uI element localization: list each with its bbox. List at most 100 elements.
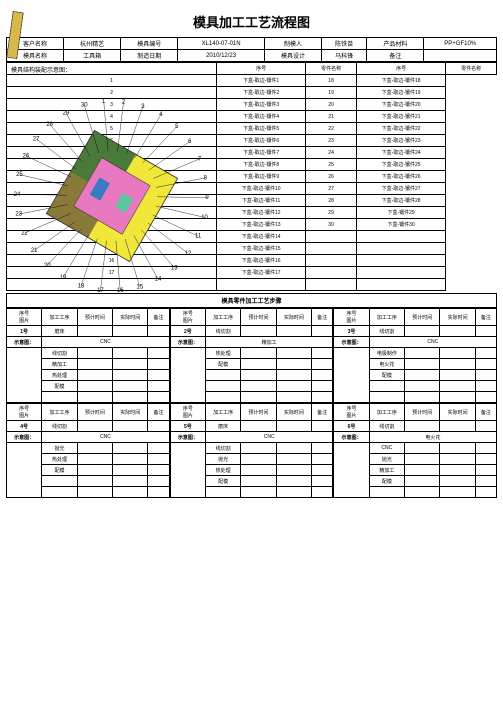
part-image xyxy=(170,348,205,403)
proc-hdr: 加工工序 xyxy=(369,404,404,421)
remark-lbl: 备注 xyxy=(367,50,424,62)
parts-name-hdr: 零件名称 xyxy=(306,63,357,75)
part-name xyxy=(356,279,445,291)
first-proc: 磨床 xyxy=(42,326,77,337)
svg-text:17: 17 xyxy=(97,288,104,294)
assembly-diagram: 1234567891011121314151617181920212223242… xyxy=(7,71,217,313)
svg-text:16: 16 xyxy=(117,288,124,294)
part-seq: 19 xyxy=(306,87,357,99)
part-image xyxy=(170,443,205,498)
material-val: PP+GF10% xyxy=(424,38,497,50)
first-proc: 线切割 xyxy=(369,326,404,337)
svg-text:3: 3 xyxy=(141,104,145,110)
svg-text:21: 21 xyxy=(31,248,38,254)
svg-text:27: 27 xyxy=(33,136,40,142)
design-val: 马科锋 xyxy=(322,50,367,62)
first-proc: 线切割 xyxy=(42,421,77,432)
process-step: 热处理 xyxy=(206,348,241,359)
svg-text:25: 25 xyxy=(16,172,23,178)
svg-text:6: 6 xyxy=(188,139,192,145)
part-name: 下盒-取边-镶件23 xyxy=(356,135,445,147)
svg-text:12: 12 xyxy=(185,251,192,257)
moldno-val: XL140-07-01N xyxy=(178,38,265,50)
est-hdr: 预计时间 xyxy=(405,309,440,326)
part-name: 下盒-取边-镶件26 xyxy=(356,171,445,183)
part-name: 下盒-取边-镶件11 xyxy=(217,195,306,207)
svg-text:14: 14 xyxy=(155,277,162,283)
process-step: 配模 xyxy=(42,465,77,476)
part-name: 下盒-镶件30 xyxy=(356,219,445,231)
part-seq xyxy=(306,279,357,291)
process-step: 配模 xyxy=(206,359,241,370)
date-val: 2010/12/23 xyxy=(178,50,265,62)
process-step xyxy=(369,381,404,392)
part-name: 下盒-取边-镶件13 xyxy=(217,219,306,231)
part-name: 下盒-取边-镶件27 xyxy=(356,183,445,195)
act-hdr: 实际时间 xyxy=(440,404,475,421)
seq-hdr: 序号图片 xyxy=(334,309,369,326)
rem-hdr: 备注 xyxy=(475,309,496,326)
part-name: 下盒-取边-镶件1 xyxy=(217,75,306,87)
moldname-val: 工具箱 xyxy=(64,50,121,62)
est-hdr: 预计时间 xyxy=(241,309,276,326)
part-name: 下盒-取边-镶件12 xyxy=(217,207,306,219)
page-title: 模具加工工艺流程图 xyxy=(6,8,497,37)
process-step: 配模 xyxy=(206,476,241,487)
process-step xyxy=(206,381,241,392)
part-number: 3号 xyxy=(334,326,369,337)
act-hdr: 实际时间 xyxy=(113,404,148,421)
part-number: 6号 xyxy=(334,421,369,432)
maker-val: 陈铁苗 xyxy=(322,38,367,50)
part-name: 下盒-取边-镶件14 xyxy=(217,231,306,243)
first-proc: 线切割 xyxy=(206,326,241,337)
process-step: 抛光 xyxy=(206,454,241,465)
date-lbl: 制造日期 xyxy=(121,50,178,62)
part-name xyxy=(356,267,445,279)
material-lbl: 产品材料 xyxy=(367,38,424,50)
part-seq: 18 xyxy=(306,75,357,87)
part-number: 1号 xyxy=(7,326,42,337)
seq-hdr: 序号图片 xyxy=(170,404,205,421)
diagram-parts-table: 模具结构装配示意图： 12345678910111213141516171819… xyxy=(6,62,497,291)
part-name: 下盒-取边-镶件9 xyxy=(217,171,306,183)
inspect-label: 示意图： xyxy=(334,337,369,348)
parts-name2-hdr: 零件名称 xyxy=(446,63,497,75)
svg-text:9: 9 xyxy=(205,195,209,201)
diagram-cell: 模具结构装配示意图： 12345678910111213141516171819… xyxy=(7,63,217,75)
process-step: 配模 xyxy=(369,370,404,381)
part-name: 下盒-取边-镶件4 xyxy=(217,111,306,123)
part-number: 2号 xyxy=(170,326,205,337)
process-step: 配模 xyxy=(369,476,404,487)
process-step: CNC xyxy=(369,443,404,454)
act-hdr: 实际时间 xyxy=(276,309,311,326)
rem-hdr: 备注 xyxy=(312,309,333,326)
part-name: 下盒-取边-镶件10 xyxy=(217,183,306,195)
est-hdr: 预计时间 xyxy=(405,404,440,421)
part-seq: 24 xyxy=(306,147,357,159)
svg-text:13: 13 xyxy=(171,265,178,271)
second-proc: 精加工 xyxy=(206,337,333,348)
second-proc: 电火花 xyxy=(369,432,496,443)
first-proc: 磨床 xyxy=(206,421,241,432)
part-name: 下盒-取边-镶件18 xyxy=(356,75,445,87)
svg-text:1: 1 xyxy=(102,99,106,105)
second-proc: CNC xyxy=(369,337,496,348)
svg-text:18: 18 xyxy=(78,283,85,289)
first-proc: 线切割 xyxy=(369,421,404,432)
act-hdr: 实际时间 xyxy=(440,309,475,326)
svg-text:23: 23 xyxy=(15,212,22,218)
remark-val xyxy=(424,50,497,62)
part-seq xyxy=(306,255,357,267)
svg-text:7: 7 xyxy=(198,156,202,162)
part-name: 下盒-取边-镶件24 xyxy=(356,147,445,159)
process-step: 电极制作 xyxy=(369,348,404,359)
part-name: 下盒-取边-镶件28 xyxy=(356,195,445,207)
part-name: 下盒-取边-镶件16 xyxy=(217,255,306,267)
svg-text:11: 11 xyxy=(195,234,202,240)
process-step: 抛光 xyxy=(42,443,77,454)
process-step: 热处理 xyxy=(42,370,77,381)
part-seq xyxy=(306,231,357,243)
part-image xyxy=(7,348,42,403)
part-image xyxy=(7,443,42,498)
part-name: 下盒-取边-镶件21 xyxy=(356,111,445,123)
